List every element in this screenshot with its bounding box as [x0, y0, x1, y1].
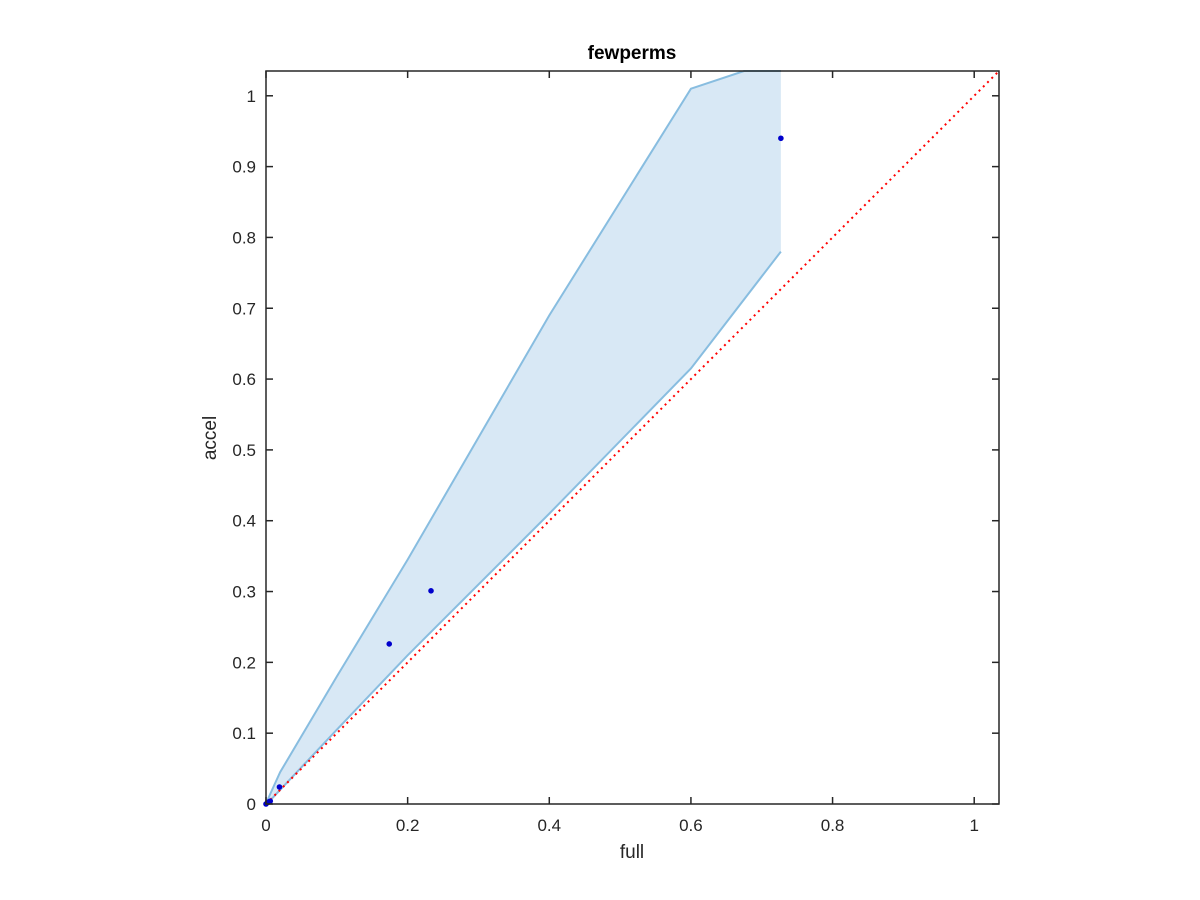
x-tick-label: 0.6 [679, 816, 703, 835]
data-points [263, 135, 784, 807]
y-tick-label: 0 [247, 795, 256, 814]
y-tick-label: 0.1 [232, 724, 256, 743]
x-tick-label: 0.2 [396, 816, 420, 835]
y-tick-label: 0.3 [232, 583, 256, 602]
data-point [276, 784, 283, 790]
x-tick-label: 0 [261, 816, 270, 835]
x-tick-label: 1 [969, 816, 978, 835]
data-point [778, 135, 784, 142]
y-tick-label: 0.7 [232, 299, 256, 318]
y-tick-label: 0.6 [232, 370, 256, 389]
data-point [267, 798, 274, 804]
axes-box [265, 70, 1000, 805]
y-tick-label: 0.2 [232, 653, 256, 672]
chart-title: fewperms [588, 43, 677, 64]
band-upper-line [265, 70, 781, 805]
x-tick-label: 0.8 [821, 816, 845, 835]
y-tick-label: 0.9 [232, 158, 256, 177]
data-point [428, 588, 434, 594]
axis-ticks: 0 0.2 0.4 0.6 0.8 1 0 0.1 0.2 0.3 0.4 0.5 0.6 0.7 0.8 0… [232, 71, 999, 835]
y-tick-label: 0.8 [232, 228, 256, 247]
data-point [386, 641, 393, 647]
x-axis-label: full [620, 842, 644, 863]
y-tick-label: 1 [247, 87, 256, 106]
band-fill [266, 71, 781, 804]
y-tick-label: 0.4 [232, 512, 256, 531]
y-axis-label: accel [200, 416, 221, 460]
y-tick-label: 0.5 [232, 441, 256, 460]
x-tick-label: 0.4 [537, 816, 561, 835]
